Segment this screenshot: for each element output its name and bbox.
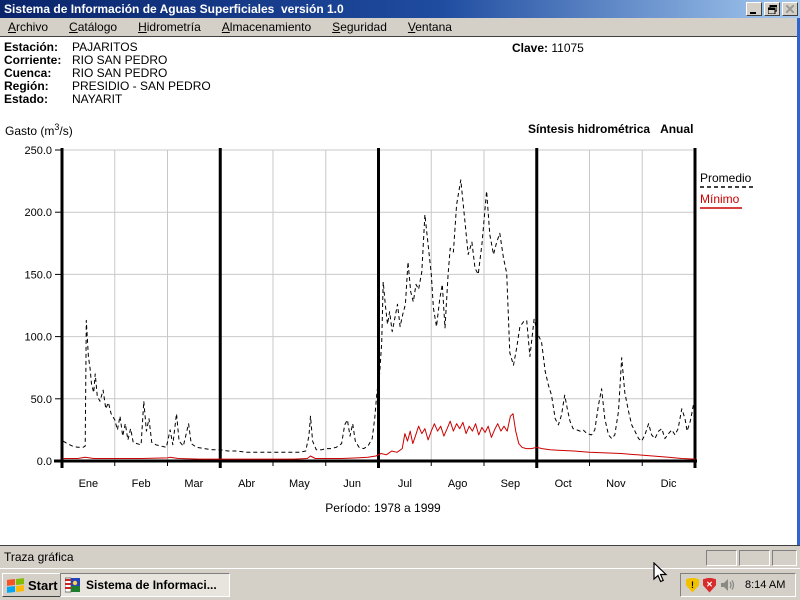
menu-hidrometria[interactable]: Hidrometría xyxy=(138,20,201,34)
station-key: Clave: 11075 xyxy=(512,41,584,55)
menu-ventana[interactable]: Ventana xyxy=(407,20,452,34)
y-tick-label: 100.0 xyxy=(24,332,52,344)
month-label: Ago xyxy=(448,478,468,490)
menu-almacenamiento[interactable]: Almacenamiento xyxy=(221,20,312,34)
titlebar[interactable]: Sistema de Información de Aguas Superfic… xyxy=(0,0,800,18)
y-tick-label: 200.0 xyxy=(24,207,52,219)
month-label: Feb xyxy=(132,478,151,490)
month-label: Ene xyxy=(79,478,99,490)
status-panel xyxy=(739,550,770,566)
month-label: May xyxy=(289,478,310,490)
series-Promedio xyxy=(62,179,694,453)
chart-title: Síntesis hidrométrica Anual xyxy=(528,122,694,136)
security-warning-icon[interactable]: ! xyxy=(686,577,699,593)
y-tick-label: 250.0 xyxy=(24,145,52,157)
start-label: Start xyxy=(28,577,58,593)
close-button[interactable] xyxy=(782,2,798,16)
station-row: Corriente: RIO SAN PEDRO xyxy=(4,53,168,67)
window-right-border xyxy=(797,18,800,545)
status-panel xyxy=(772,550,797,566)
month-label: Jul xyxy=(398,478,412,490)
minimize-button[interactable] xyxy=(746,2,762,16)
month-label: Dic xyxy=(661,478,677,490)
chart-caption: Período: 1978 a 1999 xyxy=(325,501,441,515)
menu-seguridad[interactable]: Seguridad xyxy=(332,20,387,34)
minimize-icon xyxy=(750,11,756,14)
menu-archivo[interactable]: Archivo xyxy=(8,20,49,34)
system-tray: ! ✕ 8:14 AM xyxy=(680,573,796,597)
series-Mínimo xyxy=(63,413,696,460)
month-label: Jun xyxy=(343,478,361,490)
y-tick-label: 150.0 xyxy=(24,269,52,281)
station-row: Estado: NAYARIT xyxy=(4,92,123,106)
month-label: Sep xyxy=(501,478,521,490)
legend-label: Promedio xyxy=(700,171,752,185)
station-row: Estación: PAJARITOS xyxy=(4,40,138,54)
task-button-label: Sistema de Informaci... xyxy=(86,578,217,592)
statusbar: Traza gráfica xyxy=(0,545,800,568)
menubar: Archivo Catálogo Hidrometría Almacenamie… xyxy=(0,18,800,37)
mouse-cursor xyxy=(653,562,668,583)
client-area: Estación: PAJARITOS Corriente: RIO SAN PED… xyxy=(0,37,797,545)
month-label: Mar xyxy=(184,478,203,490)
close-icon xyxy=(786,5,794,13)
windows-logo-icon xyxy=(7,577,24,593)
taskbar: Start Sistema de Informaci... ! ✕ 8:14 A… xyxy=(0,568,800,600)
legend-label: Mínimo xyxy=(700,192,740,206)
y-axis-title: Gasto (m3/s) xyxy=(5,122,73,138)
security-alert-icon[interactable]: ✕ xyxy=(703,577,716,593)
taskbar-clock[interactable]: 8:14 AM xyxy=(745,579,786,591)
month-label: Abr xyxy=(238,478,255,490)
month-label: Nov xyxy=(606,478,626,490)
month-label: Oct xyxy=(555,478,572,490)
task-button-sias[interactable]: Sistema de Informaci... xyxy=(60,573,230,597)
station-row: Cuenca: RIO SAN PEDRO xyxy=(4,66,168,80)
station-row: Región: PRESIDIO - SAN PEDRO xyxy=(4,79,211,93)
window-title: Sistema de Información de Aguas Superfic… xyxy=(4,2,344,16)
app-icon xyxy=(65,577,80,593)
start-button[interactable]: Start xyxy=(2,573,67,597)
menu-catalogo[interactable]: Catálogo xyxy=(69,20,118,34)
restore-button[interactable] xyxy=(764,2,780,16)
hydrograph-chart: 0.0 50.0 100.0 150.0 200.0 250.0 Ene Feb Mar Abr M… xyxy=(24,145,756,515)
window-controls xyxy=(746,2,798,16)
chart-period-mode: Anual xyxy=(660,122,694,136)
status-text: Traza gráfica xyxy=(4,550,74,564)
y-tick-label: 0.0 xyxy=(37,456,52,468)
y-tick-label: 50.0 xyxy=(31,394,52,406)
restore-icon xyxy=(767,4,777,14)
volume-icon[interactable] xyxy=(720,578,735,592)
status-panel xyxy=(706,550,737,566)
